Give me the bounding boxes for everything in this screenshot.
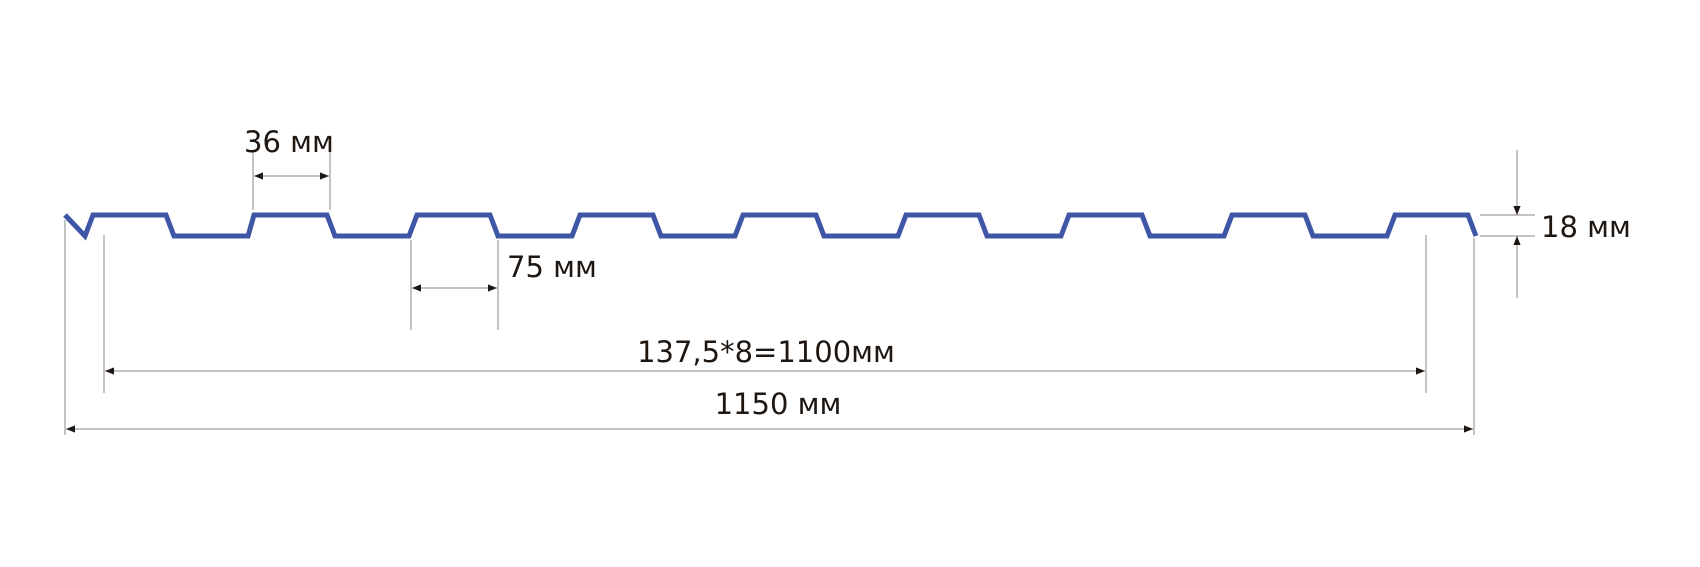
useful-width-label: 137,5*8=1100мм (637, 335, 895, 369)
sheet-profile (63, 212, 1479, 241)
height-label: 18 мм (1541, 210, 1631, 244)
total-width-label: 1150 мм (715, 387, 842, 421)
trough-width-label: 75 мм (507, 250, 597, 284)
ridge-top-width-label: 36 мм (244, 125, 334, 159)
